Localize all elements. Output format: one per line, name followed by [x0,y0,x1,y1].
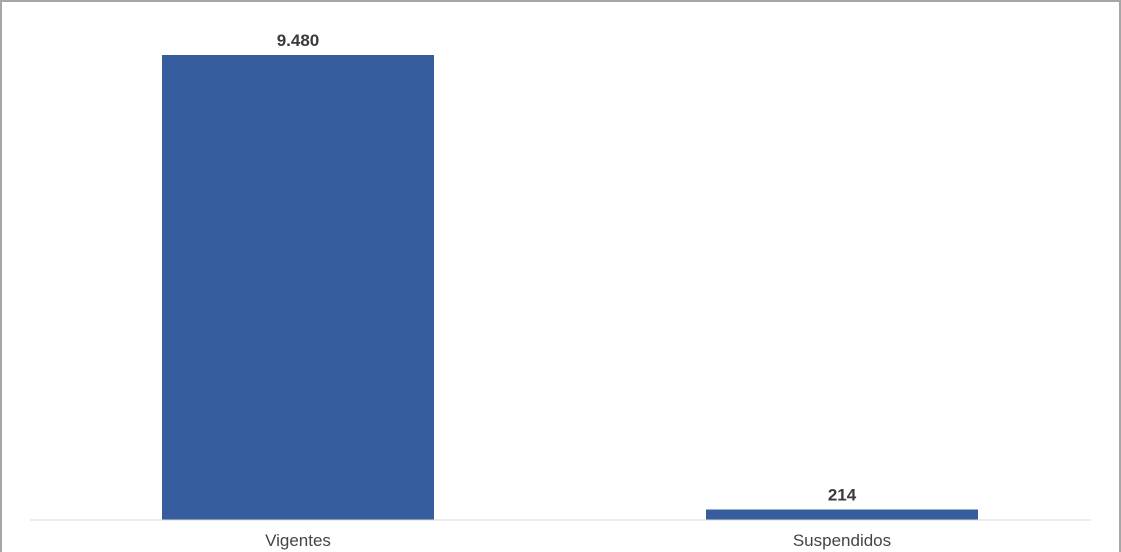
labels-layer: 9.480 Vigentes 214 Suspendidos [265,31,891,550]
x-tick-label-suspendidos: Suspendidos [793,531,891,550]
x-tick-label-vigentes: Vigentes [265,531,331,550]
bar-vigentes [162,55,434,520]
data-label-suspendidos: 214 [828,486,857,505]
bars-layer [162,55,978,520]
data-label-vigentes: 9.480 [277,31,320,50]
bar-suspendidos [706,509,978,520]
